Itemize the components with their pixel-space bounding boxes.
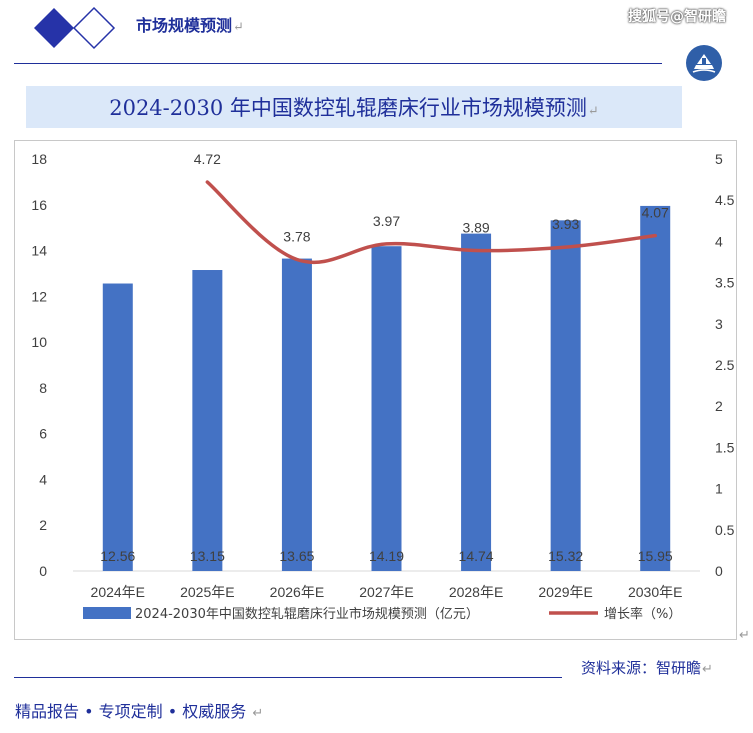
y-left-tick-label: 14 <box>31 243 47 259</box>
growth-data-label: 3.89 <box>462 219 489 235</box>
y-right-tick-label: 0.5 <box>715 522 735 538</box>
bar-data-label: 14.19 <box>369 548 404 564</box>
return-mark: ↵ <box>739 628 750 643</box>
bar-data-label: 13.15 <box>190 548 225 564</box>
y-right-tick-label: 3.5 <box>715 275 735 291</box>
chart-title: 2024-2030 年中国数控轧辊磨床行业市场规模预测↵ <box>109 96 599 120</box>
chart-title-band: 2024-2030 年中国数控轧辊磨床行业市场规模预测↵ <box>26 86 682 128</box>
combo-chart: 0 2 4 6 8 10 12 14 16 18 0 0.5 1 1.5 2 2.5 3 3.5 4 4.5 5 2024… <box>31 151 735 622</box>
y-right-tick-label: 4 <box>715 233 723 249</box>
legend-line-label: 增长率（%） <box>604 606 681 622</box>
return-mark: ↵ <box>252 706 264 721</box>
x-tick-label: 2029年E <box>538 584 592 600</box>
y-right-tick-label: 0 <box>715 563 723 579</box>
bar-data-label: 14.74 <box>459 548 494 564</box>
growth-data-label: 4.72 <box>194 151 221 167</box>
y-right-tick-label: 2.5 <box>715 357 735 373</box>
bar <box>640 205 671 571</box>
bar <box>192 270 223 571</box>
growth-data-label: 3.93 <box>552 216 579 232</box>
bar <box>102 283 133 571</box>
return-mark: ↵ <box>702 662 713 677</box>
y-right-tick-label: 1 <box>715 481 723 497</box>
bar <box>371 246 402 571</box>
y-right-tick-label: 5 <box>715 151 723 167</box>
brand-logo-icon <box>686 45 722 81</box>
y-right-tick-label: 3 <box>715 316 723 332</box>
header-divider <box>14 63 662 64</box>
x-tick-label: 2024年E <box>91 584 145 600</box>
growth-data-label: 4.07 <box>642 205 669 221</box>
source-divider <box>14 677 562 678</box>
chart-frame: 0 2 4 6 8 10 12 14 16 18 0 0.5 1 1.5 2 2.5 3 3.5 4 4.5 5 2024… <box>14 140 737 640</box>
x-tick-label: 2030年E <box>628 584 682 600</box>
legend-bar-swatch <box>83 607 131 619</box>
return-mark: ↵ <box>233 20 244 35</box>
watermark: 搜狐号@智研瞻 <box>628 9 726 25</box>
y-left-tick-label: 10 <box>31 334 47 350</box>
bar <box>281 258 312 571</box>
growth-data-label: 3.97 <box>373 213 400 229</box>
bar <box>550 220 581 571</box>
y-right-tick-label: 4.5 <box>715 192 735 208</box>
y-left-tick-label: 16 <box>31 197 47 213</box>
x-tick-label: 2025年E <box>180 584 234 600</box>
bar-data-label: 12.56 <box>100 548 135 564</box>
x-tick-label: 2027年E <box>359 584 413 600</box>
logo-diamonds-icon <box>34 6 116 50</box>
x-tick-label: 2026年E <box>270 584 324 600</box>
bar-data-label: 15.32 <box>548 548 583 564</box>
bar-data-label: 15.95 <box>638 548 673 564</box>
growth-rate-line <box>205 180 657 265</box>
y-left-tick-label: 8 <box>39 380 47 396</box>
bar-data-label: 13.65 <box>279 548 314 564</box>
section-title: 市场规模预测↵ <box>136 16 244 35</box>
y-left-tick-label: 6 <box>39 426 47 442</box>
x-tick-label: 2028年E <box>449 584 503 600</box>
bar <box>461 233 492 571</box>
y-left-tick-label: 12 <box>31 288 47 304</box>
legend-bar-label: 2024-2030年中国数控轧辊磨床行业市场规模预测（亿元） <box>135 606 479 622</box>
y-right-tick-label: 2 <box>715 398 723 414</box>
footer-tagline: 精品报告 • 专项定制 • 权威服务 ↵ <box>15 702 264 721</box>
y-left-tick-label: 2 <box>39 517 47 533</box>
source-note: 资料来源：智研瞻↵ <box>581 659 713 677</box>
y-left-tick-label: 0 <box>39 563 47 579</box>
y-left-tick-label: 18 <box>31 151 47 167</box>
return-mark: ↵ <box>587 104 599 119</box>
y-left-tick-label: 4 <box>39 471 47 487</box>
y-right-tick-label: 1.5 <box>715 439 735 455</box>
growth-data-label: 3.78 <box>283 229 310 245</box>
